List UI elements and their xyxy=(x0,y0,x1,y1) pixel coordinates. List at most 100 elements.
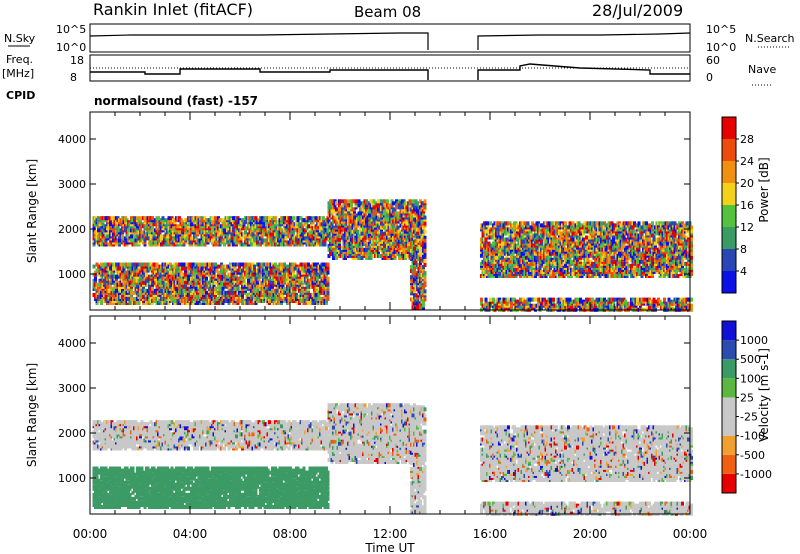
scatter-cell xyxy=(121,278,124,283)
scatter-cell xyxy=(308,232,312,237)
scatter-cell xyxy=(327,219,331,224)
scatter-cell xyxy=(344,256,347,260)
scatter-cell xyxy=(422,265,425,269)
scatter-cell xyxy=(280,301,283,305)
scatter-cell xyxy=(420,227,424,232)
scatter-cell xyxy=(487,269,491,274)
scatter-cell xyxy=(116,298,120,303)
scatter-cell xyxy=(259,290,262,295)
scatter-cell xyxy=(202,220,205,225)
scatter-cell xyxy=(110,264,114,269)
scatter-cell xyxy=(95,284,99,289)
scatter-cell xyxy=(251,282,255,287)
scatter-cell xyxy=(422,299,425,304)
scatter-cell xyxy=(399,241,403,246)
scatter-cell xyxy=(295,296,298,301)
scatter-cell xyxy=(384,211,388,216)
scatter-cell xyxy=(98,278,102,283)
scatter-cell xyxy=(121,288,124,293)
scatter-cell xyxy=(290,296,294,301)
scatter-cell xyxy=(332,209,335,214)
scatter-cell xyxy=(307,268,310,273)
scatter-cell xyxy=(127,228,130,233)
scatter-cell xyxy=(363,237,367,242)
scatter-cell xyxy=(413,233,416,238)
scatter-cell xyxy=(118,290,121,295)
scatter-cell xyxy=(95,238,99,243)
scatter-cell xyxy=(209,294,213,299)
scatter-cell xyxy=(310,222,313,227)
scatter-cell xyxy=(179,294,183,299)
scatter-cell xyxy=(499,239,503,244)
scatter-cell xyxy=(164,298,168,303)
scatter-cell xyxy=(417,215,421,220)
scatter-cell xyxy=(142,282,145,287)
scatter-cell xyxy=(202,226,205,231)
scatter-cell xyxy=(311,216,315,221)
scatter-cell xyxy=(208,272,211,277)
scatter-cell xyxy=(375,209,379,214)
scatter-cell xyxy=(301,286,304,291)
scatter-cell xyxy=(372,239,376,244)
scatter-cell xyxy=(296,220,300,225)
scatter-cell xyxy=(344,249,347,254)
scatter-cell xyxy=(115,301,118,305)
scatter-cell xyxy=(253,284,256,289)
scatter-cell xyxy=(217,288,220,293)
scatter-cell xyxy=(188,228,192,233)
scatter-cell xyxy=(341,219,344,224)
scatter-cell xyxy=(416,305,419,310)
scatter-cell xyxy=(191,228,195,233)
scatter-cell xyxy=(378,209,382,214)
scatter-cell xyxy=(357,217,361,222)
scatter-cell xyxy=(199,276,202,281)
scatter-cell xyxy=(483,249,486,254)
scatter-cell xyxy=(351,199,355,204)
scatter-cell xyxy=(173,222,177,227)
scatter-cell xyxy=(281,276,285,281)
scatter-cell xyxy=(307,288,310,293)
scatter-cell xyxy=(481,267,485,272)
scatter-cell xyxy=(422,213,425,218)
scatter-cell xyxy=(292,230,295,235)
scatter-cell xyxy=(371,219,374,224)
scatter-cell xyxy=(221,296,225,301)
scatter-cell xyxy=(362,203,365,208)
scatter-cell xyxy=(251,292,255,297)
scatter-cell xyxy=(290,220,294,225)
scatter-cell xyxy=(299,230,303,235)
scatter-cell xyxy=(226,274,229,279)
scatter-cell xyxy=(220,292,223,297)
scatter-cell xyxy=(510,249,513,254)
scatter-cell xyxy=(507,274,510,278)
scatter-cell xyxy=(107,242,111,247)
scatter-cell xyxy=(498,249,501,254)
scatter-cell xyxy=(386,207,389,212)
scatter-cell xyxy=(184,268,187,273)
scatter-cell xyxy=(128,264,132,269)
scatter-cell xyxy=(339,229,343,234)
scatter-cell xyxy=(417,281,421,286)
scatter-cell xyxy=(307,286,310,291)
scatter-cell xyxy=(335,227,338,232)
scatter-cell xyxy=(131,226,135,231)
scatter-cell xyxy=(200,242,204,247)
scatter-cell xyxy=(251,301,255,305)
scatter-cell xyxy=(241,290,244,295)
scatter-cell xyxy=(106,264,109,269)
scatter-cell xyxy=(100,262,103,267)
scatter-cell xyxy=(218,282,222,287)
scatter-cell xyxy=(257,224,261,229)
scatter-cell xyxy=(268,276,271,281)
scatter-cell xyxy=(112,272,115,277)
scatter-cell xyxy=(155,220,159,225)
scatter-cell xyxy=(152,268,156,273)
scatter-cell xyxy=(336,247,340,252)
scatter-cell xyxy=(187,282,190,287)
scatter-cell xyxy=(140,268,144,273)
scatter-cell xyxy=(221,286,225,291)
scatter-cell xyxy=(137,268,141,273)
scatter-cell xyxy=(157,234,160,239)
scatter-cell xyxy=(286,218,289,223)
scatter-cell xyxy=(172,266,175,271)
